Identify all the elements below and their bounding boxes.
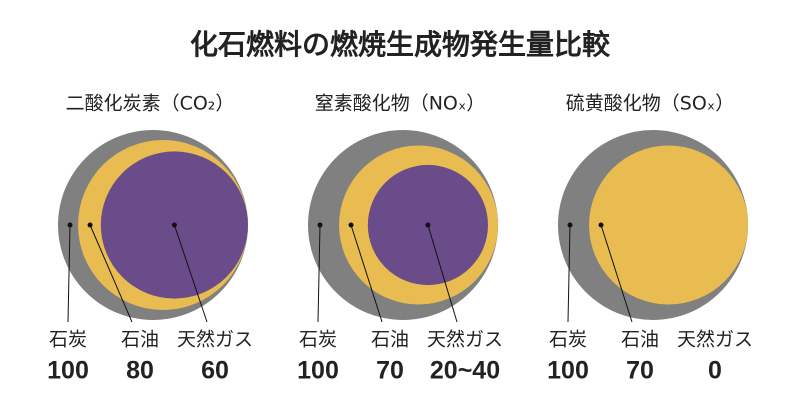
panel-title: 二酸化炭素（CO₂） — [66, 93, 235, 115]
leader-dot — [87, 222, 93, 228]
category-label: 石油 — [371, 329, 409, 351]
leader-line — [350, 224, 383, 323]
category-label: 石油 — [121, 329, 159, 351]
leader-dot — [317, 222, 323, 228]
value-label: 100 — [47, 357, 89, 385]
value-label: 70 — [376, 357, 404, 385]
leader-dot — [67, 222, 73, 228]
leader-dot — [567, 222, 573, 228]
bubble — [589, 145, 748, 305]
value-label: 100 — [547, 357, 589, 385]
value-label: 0 — [708, 357, 722, 385]
leader-dot — [348, 222, 354, 228]
category-label: 石炭 — [549, 329, 587, 351]
main-title: 化石燃料の燃焼生成物発生量比較 — [190, 28, 611, 61]
value-label: 100 — [297, 357, 339, 385]
category-label: 石油 — [621, 329, 659, 351]
leader-dot — [425, 222, 431, 228]
leader-line — [427, 224, 458, 323]
leader-line — [600, 224, 633, 323]
category-label: 天然ガス — [677, 329, 753, 351]
category-label: 石炭 — [49, 329, 87, 351]
leader-line — [317, 224, 321, 323]
value-label: 60 — [201, 357, 229, 385]
category-label: 天然ガス — [177, 329, 253, 351]
leader-line — [67, 224, 71, 323]
value-label: 20~40 — [430, 357, 500, 385]
leader-dot — [598, 222, 604, 228]
value-label: 80 — [126, 357, 154, 385]
panel-title: 硫黄酸化物（SOₓ） — [566, 93, 734, 115]
leader-line — [89, 224, 133, 323]
leader-line — [173, 224, 208, 323]
value-label: 70 — [626, 357, 654, 385]
category-label: 天然ガス — [427, 329, 503, 351]
category-label: 石炭 — [299, 329, 337, 351]
panel-title: 窒素酸化物（NOₓ） — [315, 93, 486, 115]
leader-dot — [171, 222, 177, 228]
leader-line — [567, 224, 571, 323]
